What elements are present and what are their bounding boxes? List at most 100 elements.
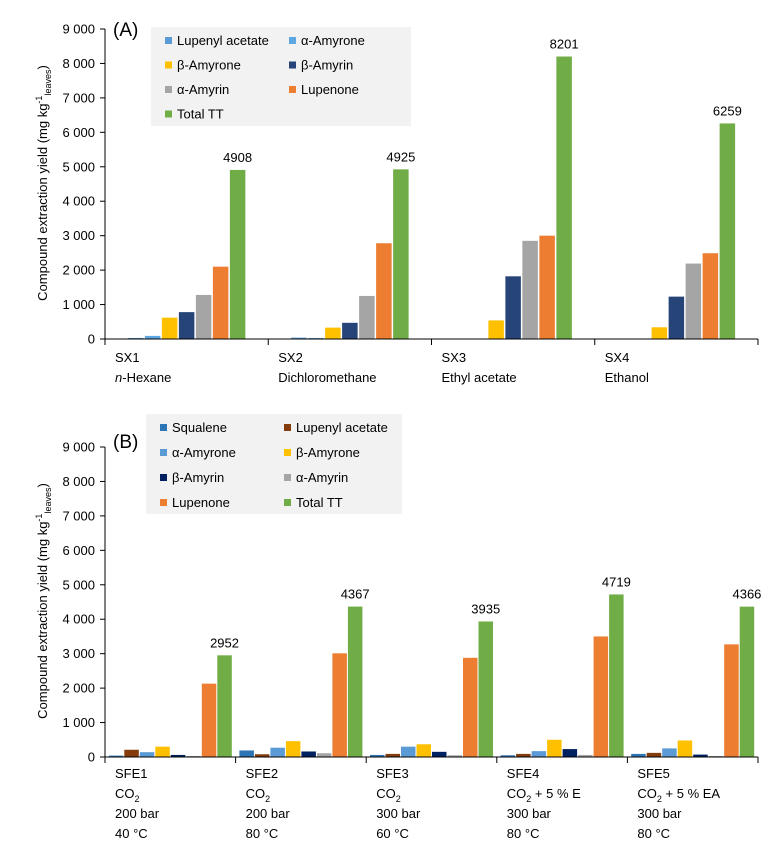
y-axis-title-a-close: ) [35,65,50,69]
y-tick-label: 2 000 [62,681,95,696]
bar [693,754,708,757]
bar [651,327,668,339]
x-category-label: 80 °C [637,826,670,841]
bar [239,750,254,757]
bar [308,337,324,339]
x-category-label: 200 bar [115,806,160,821]
x-category-label: SX1 [115,350,140,365]
bar [217,655,232,757]
bar [385,753,400,757]
x-category-label: CO2 + 5 % EA [637,786,720,804]
y-tick-label: 0 [88,750,95,765]
y-axis-title-a-main: Compound extraction yield (mg kg [35,104,50,301]
x-category-label: SX3 [442,350,467,365]
x-category-label: 300 bar [376,806,421,821]
x-category-label: 80 °C [246,826,279,841]
x-category-label: SFE2 [246,766,279,781]
panel-label-a: (A) [113,20,138,41]
bar [178,312,195,339]
legend-a: Lupenyl acetate α-Amyrone β-Amyrone β-Amyri… [151,27,411,126]
bar [432,751,447,757]
bars-a: 4908 4925 8201 6259 [127,37,742,339]
x-category-label: 300 bar [637,806,682,821]
bar [478,621,493,757]
total-data-label: 4925 [386,149,415,164]
legend-entry: Lupenone [172,495,230,510]
bar [609,594,624,757]
chart-panel-a: (A) Compound extraction yield (mg kg-1le… [34,20,759,385]
bar [719,123,736,339]
legend-swatch [165,37,172,44]
bar [677,740,693,757]
y-axis-title-b-sup: -1 [34,514,44,522]
x-category-label: Ethanol [605,370,649,385]
legend-entry: α-Amyrin [296,470,348,485]
bar [556,56,572,339]
x-category-label: 200 bar [246,806,291,821]
bar [342,322,358,339]
bar [401,746,416,757]
chart-panel-b: (B) Compound extraction yield (mg kg-1le… [34,414,761,841]
legend-swatch [160,474,167,481]
categories-b: SFE1 CO2 200 bar 40 °C SFE2 CO2 200 bar 80 °C SF… [115,766,720,841]
legend-entry: Squalene [172,420,227,435]
bar [702,253,719,339]
legend-swatch [284,449,291,456]
bar [347,606,363,757]
y-tick-label: 3 000 [62,646,95,661]
bars-b: 2952 4367 3935 4719 4366 [108,574,761,757]
x-category-label: Dichloromethane [278,370,376,385]
y-tick-label: 7 000 [62,508,95,523]
bar [229,169,246,339]
bar [254,754,270,757]
panel-label-b: (B) [113,432,138,453]
x-axis-b [104,447,759,763]
y-tick-label: 8 000 [62,474,95,489]
x-category-label: CO2 + 5 % E [507,786,581,804]
y-tick-label: 9 000 [62,440,95,455]
bar [161,317,178,339]
bar [668,296,685,339]
x-category-label: CO2 [115,786,140,804]
bar [578,754,593,757]
bar [739,606,755,757]
bar [124,749,139,757]
bar [332,653,347,757]
y-ticks-a: 0 1 000 2 000 3 000 4 000 5 000 6 000 7 000 8 00… [62,22,105,347]
bar [539,235,555,339]
bar [631,753,646,757]
bar [201,683,217,757]
bar [593,636,609,757]
x-category-label: SFE5 [637,766,670,781]
bar [370,754,385,757]
bar [708,755,724,757]
x-category-label: Ethyl acetate [442,370,517,385]
legend-entry: β-Amyrin [301,58,353,73]
legend-swatch [284,424,291,431]
bar [195,294,212,339]
legend-swatch [165,61,172,69]
legend-entry: α-Amyrone [172,445,236,460]
legend-swatch [165,86,172,93]
y-tick-label: 5 000 [62,577,95,592]
bar [463,657,478,757]
bar [144,335,161,339]
bar [416,744,431,757]
y-tick-label: 6 000 [62,543,95,558]
bar [662,748,677,757]
x-category-label: SFE1 [115,766,148,781]
y-axis-title-a: Compound extraction yield (mg kg-1leaves… [34,65,53,301]
bar [108,755,124,757]
bar [488,320,504,339]
x-category-label: CO2 [376,786,401,804]
total-data-label: 4719 [602,574,631,589]
legend-swatch [160,424,167,431]
total-data-label: 2952 [210,635,239,650]
y-ticks-b: 0 1 000 2 000 3 000 4 000 5 000 6 000 7 000 8 00… [62,440,105,765]
y-tick-label: 8 000 [62,56,95,71]
svg-text:Compound extraction yield (mg: Compound extraction yield (mg kg-1leaves… [34,483,53,719]
total-data-label: 4367 [341,587,370,602]
bar [139,752,155,757]
bar [724,644,739,757]
